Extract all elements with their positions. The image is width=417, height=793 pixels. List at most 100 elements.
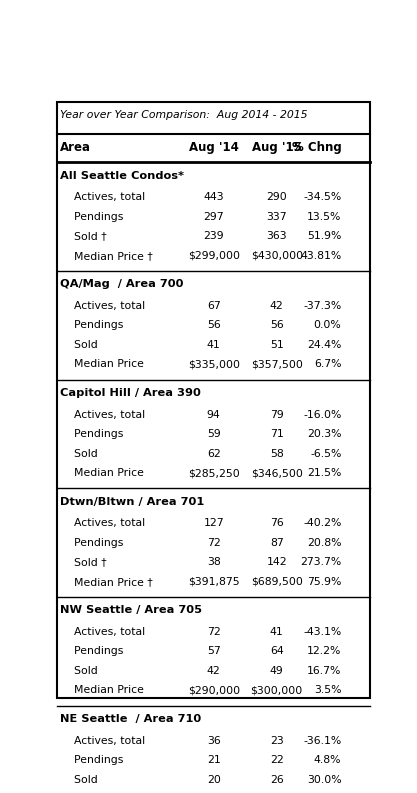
Text: 79: 79 bbox=[270, 409, 284, 419]
Text: 6.7%: 6.7% bbox=[314, 359, 342, 370]
Text: NW Seattle / Area 705: NW Seattle / Area 705 bbox=[60, 605, 202, 615]
Text: 49: 49 bbox=[270, 666, 284, 676]
Text: Sold †: Sold † bbox=[60, 232, 107, 241]
Text: 71: 71 bbox=[270, 429, 284, 439]
Text: -34.5%: -34.5% bbox=[303, 192, 342, 202]
Text: 67: 67 bbox=[207, 301, 221, 311]
Text: 3.5%: 3.5% bbox=[314, 685, 342, 695]
Text: 297: 297 bbox=[203, 212, 224, 222]
Text: Sold: Sold bbox=[60, 340, 98, 350]
Text: 51.9%: 51.9% bbox=[307, 232, 342, 241]
Text: 56: 56 bbox=[207, 320, 221, 331]
Text: Aug '15: Aug '15 bbox=[252, 141, 301, 154]
Text: 43.81%: 43.81% bbox=[300, 251, 342, 261]
Text: 64: 64 bbox=[270, 646, 284, 657]
Text: 42: 42 bbox=[207, 666, 221, 676]
Text: 16.7%: 16.7% bbox=[307, 666, 342, 676]
Text: 56: 56 bbox=[270, 320, 284, 331]
Text: -37.3%: -37.3% bbox=[303, 301, 342, 311]
Text: Pendings: Pendings bbox=[60, 646, 123, 657]
Text: 363: 363 bbox=[266, 232, 287, 241]
Text: $335,000: $335,000 bbox=[188, 359, 240, 370]
Text: Actives, total: Actives, total bbox=[60, 192, 146, 202]
Text: 75.9%: 75.9% bbox=[307, 577, 342, 587]
Text: 127: 127 bbox=[203, 518, 224, 528]
Text: % Chng: % Chng bbox=[291, 141, 342, 154]
Text: Sold: Sold bbox=[60, 449, 98, 458]
Text: 87: 87 bbox=[270, 538, 284, 548]
Text: 26: 26 bbox=[270, 775, 284, 784]
Text: 273.7%: 273.7% bbox=[300, 557, 342, 567]
Text: Median Price: Median Price bbox=[60, 468, 144, 478]
Text: Aug '14: Aug '14 bbox=[189, 141, 239, 154]
FancyBboxPatch shape bbox=[57, 102, 370, 699]
Text: Actives, total: Actives, total bbox=[60, 409, 146, 419]
Text: $285,250: $285,250 bbox=[188, 468, 240, 478]
Text: 62: 62 bbox=[207, 449, 221, 458]
Text: Actives, total: Actives, total bbox=[60, 736, 146, 745]
Text: -43.1%: -43.1% bbox=[303, 627, 342, 637]
Text: 51: 51 bbox=[270, 340, 284, 350]
Text: Pendings: Pendings bbox=[60, 755, 123, 765]
Text: 142: 142 bbox=[266, 557, 287, 567]
Text: 337: 337 bbox=[266, 212, 287, 222]
Text: Median Price: Median Price bbox=[60, 359, 144, 370]
Text: -6.5%: -6.5% bbox=[310, 449, 342, 458]
Text: -16.0%: -16.0% bbox=[303, 409, 342, 419]
Text: NE Seattle  / Area 710: NE Seattle / Area 710 bbox=[60, 714, 201, 724]
Text: 443: 443 bbox=[203, 192, 224, 202]
Text: Pendings: Pendings bbox=[60, 429, 123, 439]
Text: 41: 41 bbox=[270, 627, 284, 637]
Text: Area: Area bbox=[60, 141, 91, 154]
Text: Dtwn/Bltwn / Area 701: Dtwn/Bltwn / Area 701 bbox=[60, 496, 204, 507]
Text: 41: 41 bbox=[207, 340, 221, 350]
Text: 36: 36 bbox=[207, 736, 221, 745]
Text: $300,000: $300,000 bbox=[251, 685, 303, 695]
Text: Sold †: Sold † bbox=[60, 557, 107, 567]
Text: 94: 94 bbox=[207, 409, 221, 419]
Text: Pendings: Pendings bbox=[60, 320, 123, 331]
Text: Sold: Sold bbox=[60, 666, 98, 676]
Text: 21.5%: 21.5% bbox=[307, 468, 342, 478]
Text: Median Price †: Median Price † bbox=[60, 577, 153, 587]
Text: Actives, total: Actives, total bbox=[60, 301, 146, 311]
Text: -40.2%: -40.2% bbox=[303, 518, 342, 528]
Text: 72: 72 bbox=[207, 538, 221, 548]
Text: $391,875: $391,875 bbox=[188, 577, 239, 587]
Text: $299,000: $299,000 bbox=[188, 251, 240, 261]
Text: $290,000: $290,000 bbox=[188, 685, 240, 695]
Text: 59: 59 bbox=[207, 429, 221, 439]
Text: $357,500: $357,500 bbox=[251, 359, 303, 370]
Text: 24.4%: 24.4% bbox=[307, 340, 342, 350]
Text: 21: 21 bbox=[207, 755, 221, 765]
Text: 13.5%: 13.5% bbox=[307, 212, 342, 222]
Text: $430,000: $430,000 bbox=[251, 251, 303, 261]
Text: Pendings: Pendings bbox=[60, 538, 123, 548]
Text: 20: 20 bbox=[207, 775, 221, 784]
Text: 76: 76 bbox=[270, 518, 284, 528]
Text: 20.3%: 20.3% bbox=[307, 429, 342, 439]
Text: 4.8%: 4.8% bbox=[314, 755, 342, 765]
Text: 20.8%: 20.8% bbox=[307, 538, 342, 548]
Text: QA/Mag  / Area 700: QA/Mag / Area 700 bbox=[60, 279, 184, 289]
Text: 22: 22 bbox=[270, 755, 284, 765]
Text: 57: 57 bbox=[207, 646, 221, 657]
Text: 239: 239 bbox=[203, 232, 224, 241]
Text: Median Price †: Median Price † bbox=[60, 251, 153, 261]
Text: 58: 58 bbox=[270, 449, 284, 458]
Text: Year over Year Comparison:  Aug 2014 - 2015: Year over Year Comparison: Aug 2014 - 20… bbox=[60, 110, 308, 121]
Text: 42: 42 bbox=[270, 301, 284, 311]
Text: 290: 290 bbox=[266, 192, 287, 202]
Text: 30.0%: 30.0% bbox=[307, 775, 342, 784]
Text: Capitol Hill / Area 390: Capitol Hill / Area 390 bbox=[60, 388, 201, 398]
Text: 38: 38 bbox=[207, 557, 221, 567]
Text: Actives, total: Actives, total bbox=[60, 518, 146, 528]
Text: Sold: Sold bbox=[60, 775, 98, 784]
Text: Actives, total: Actives, total bbox=[60, 627, 146, 637]
Text: 12.2%: 12.2% bbox=[307, 646, 342, 657]
Text: 23: 23 bbox=[270, 736, 284, 745]
Text: 0.0%: 0.0% bbox=[314, 320, 342, 331]
Text: Pendings: Pendings bbox=[60, 212, 123, 222]
Text: $346,500: $346,500 bbox=[251, 468, 303, 478]
Text: All Seattle Condos*: All Seattle Condos* bbox=[60, 170, 184, 181]
